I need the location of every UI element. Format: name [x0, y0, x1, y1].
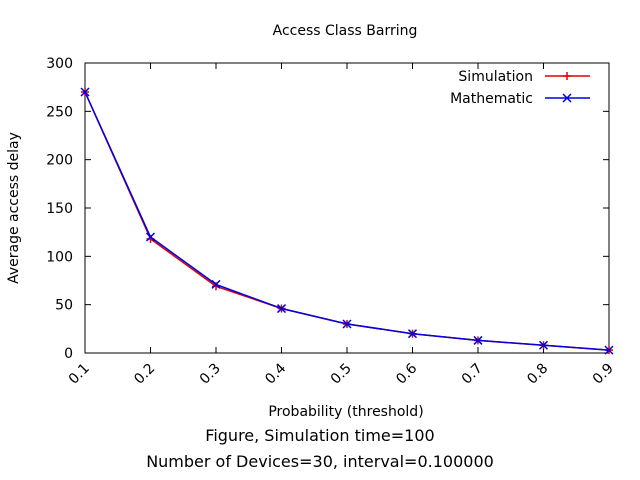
data-point-mathematic: [211, 279, 221, 289]
x-tick-label: 0.1: [66, 361, 93, 388]
x-tick-label: 0.8: [524, 361, 551, 388]
data-point-mathematic: [473, 335, 483, 345]
series-line-mathematic: [84, 91, 610, 351]
y-axis-label: Average access delay: [6, 132, 22, 284]
y-tick-label: 200: [46, 153, 73, 169]
series-line-simulation: [84, 91, 610, 351]
data-point-mathematic: [604, 345, 614, 355]
legend-marker-mathematic: [562, 93, 572, 103]
x-tick-label: 0.4: [262, 360, 289, 387]
x-axis-label: Probability (threshold): [268, 404, 423, 420]
series-layer: [80, 87, 614, 355]
data-point-mathematic: [342, 319, 352, 329]
y-tick-label: 300: [46, 56, 73, 72]
y-tick-label: 250: [46, 104, 73, 120]
x-tick-label: 0.9: [590, 361, 617, 388]
chart-title: Access Class Barring: [273, 23, 418, 39]
y-tick-label: 50: [55, 298, 73, 314]
data-point-mathematic: [80, 87, 90, 97]
x-tick-label: 0.2: [131, 361, 158, 388]
x-tick-label: 0.7: [459, 361, 486, 388]
caption-line-2: Number of Devices=30, interval=0.100000: [146, 452, 494, 471]
y-tick-label: 100: [46, 249, 73, 265]
legend: Simulation Mathematic: [450, 69, 590, 107]
legend-label-mathematic: Mathematic: [450, 91, 533, 107]
y-tick-label: 0: [64, 346, 73, 362]
y-tick-label: 150: [46, 201, 73, 217]
x-tick-label: 0.3: [197, 361, 224, 388]
caption-line-1: Figure, Simulation time=100: [205, 426, 435, 445]
legend-marker-simulation: [563, 72, 571, 80]
data-point-mathematic: [276, 304, 287, 314]
x-tick-label: 0.6: [393, 360, 420, 387]
x-tick-label: 0.5: [328, 361, 355, 388]
data-point-mathematic: [538, 340, 549, 350]
legend-label-simulation: Simulation: [458, 69, 533, 85]
data-point-mathematic: [407, 329, 418, 339]
data-point-mathematic: [145, 232, 156, 242]
